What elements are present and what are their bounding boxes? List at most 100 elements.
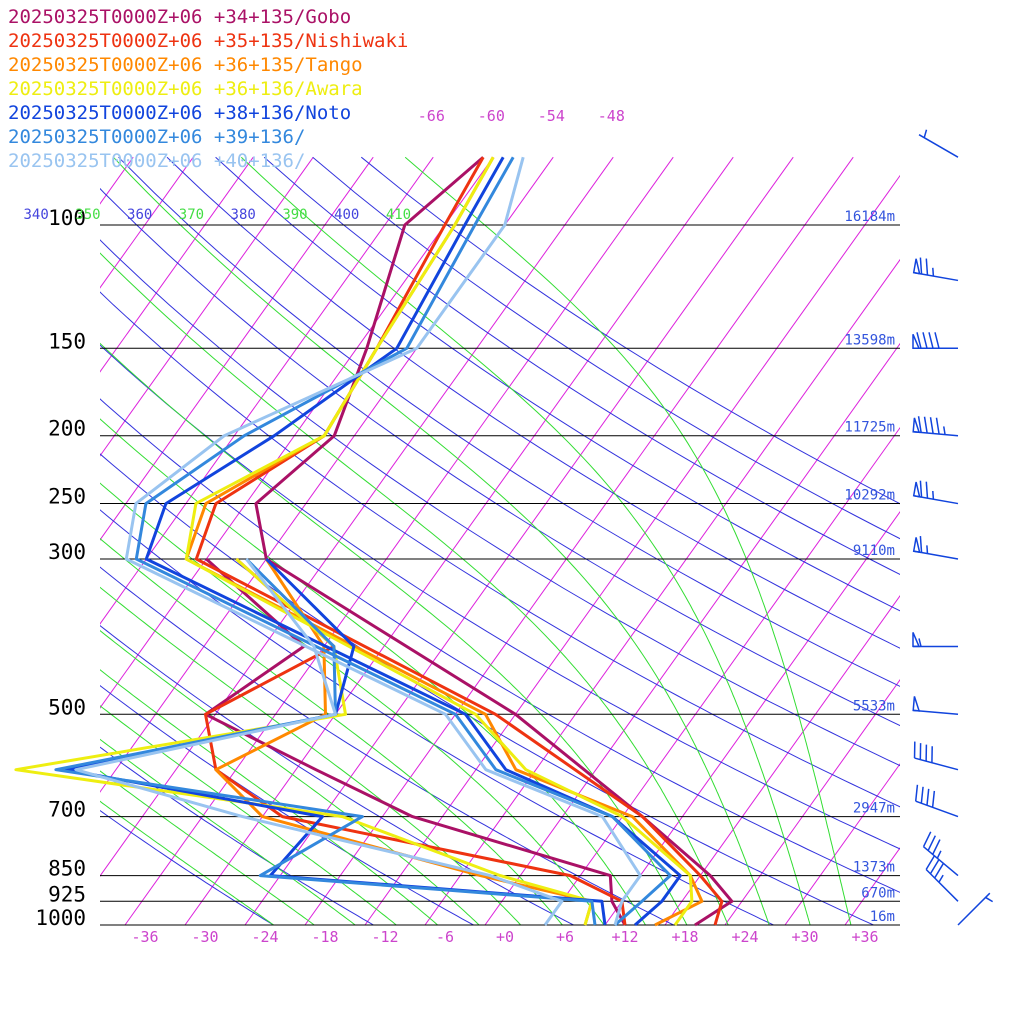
moist-adiabat-line (100, 669, 439, 925)
wind-barb (957, 892, 994, 926)
dry-adiabat-line (360, 156, 900, 505)
moist-adiabat-line (240, 156, 811, 925)
wind-barb (912, 696, 959, 716)
isotherm-line (484, 342, 900, 925)
moist-adiabat-line (113, 156, 770, 925)
temperature-tick-label: +18 (671, 928, 698, 946)
temperature-tick-label: -12 (371, 928, 398, 946)
isotherm-line (100, 156, 194, 289)
theta-label: 360 (127, 207, 152, 223)
pressure-tick-label: 1000 (35, 906, 86, 930)
dry-adiabat-line (100, 239, 900, 767)
temperature-tick-label: +12 (611, 928, 638, 946)
dry-adiabat-line (100, 684, 475, 925)
moist-adiabat-line (100, 586, 522, 925)
isobar-lines (100, 224, 900, 926)
wind-barb (913, 741, 959, 771)
isotherm-line (100, 156, 254, 373)
isotherm-line (100, 156, 494, 709)
upper-temperature-label: -48 (598, 107, 625, 125)
height-label: 10292m (844, 488, 895, 504)
dry-adiabat-line (100, 566, 675, 925)
wind-barb (912, 416, 959, 437)
upper-temperature-label: -54 (538, 107, 565, 125)
wind-barb (925, 854, 959, 902)
dry-adiabat-line (100, 624, 575, 925)
temperature-tick-label: +24 (731, 928, 758, 946)
wind-barb (912, 332, 958, 350)
theta-label: 380 (231, 207, 256, 223)
isotherm-line (784, 763, 900, 925)
isotherm-line (905, 157, 1024, 925)
height-label: 11725m (844, 420, 895, 436)
temperature-profile-line (194, 156, 724, 926)
temperature-tick-label: -24 (251, 928, 278, 946)
legend-entry: 20250325T0000Z+06 +34+135/Gobo (8, 6, 351, 28)
pressure-tick-label: 100 (48, 206, 86, 230)
theta-label: 340 (24, 207, 49, 223)
temperature-tick-label: +0 (496, 928, 514, 946)
temperature-tick-label: -18 (311, 928, 338, 946)
pressure-tick-label: 500 (48, 695, 86, 719)
pressure-tick-label: 150 (48, 329, 86, 353)
moist-adiabat-line (100, 800, 275, 925)
wind-barb (912, 257, 959, 282)
temperature-tick-label: -36 (131, 928, 158, 946)
pressure-tick-label: 200 (48, 417, 86, 441)
isotherm-line (544, 426, 900, 925)
theta-label: 350 (75, 207, 100, 223)
temperature-profile-line (144, 156, 682, 927)
upper-temperature-label: -60 (478, 107, 505, 125)
wind-barb (918, 129, 959, 158)
sounding-series (14, 156, 734, 927)
isotherm-line (965, 157, 1024, 925)
dry-adiabat-line (312, 156, 900, 540)
legend-entry: 20250325T0000Z+06 +40+136/ (8, 150, 305, 172)
legend-entry: 20250325T0000Z+06 +38+136/Noto (8, 102, 351, 124)
temperature-tick-label: +6 (556, 928, 574, 946)
legend-entry: 20250325T0000Z+06 +35+135/Nishiwaki (8, 30, 408, 52)
moist-adiabat-line (404, 156, 852, 925)
dry-adiabat-line (215, 156, 900, 612)
pressure-tick-label: 250 (48, 485, 86, 509)
pressure-tick-label: 850 (48, 857, 86, 881)
height-label: 16184m (844, 209, 895, 225)
dewpoint-profile-line (54, 557, 597, 926)
isotherm-line (604, 510, 900, 925)
temperature-tick-label: -30 (191, 928, 218, 946)
height-label: 5533m (853, 698, 895, 714)
isotherm-line (724, 679, 900, 925)
pressure-tick-label: 700 (48, 798, 86, 822)
moist-adiabat-line (100, 770, 316, 925)
isotherm-line (184, 156, 734, 925)
temperature-tick-label: -6 (436, 928, 454, 946)
isotherm-line (100, 156, 374, 541)
dry-adiabat-line (100, 746, 375, 925)
wind-barb (912, 536, 959, 560)
isotherm-line (664, 595, 900, 925)
temperature-profile-line (184, 156, 694, 926)
isotherm-line (244, 156, 794, 925)
dry-adiabat-line (263, 156, 900, 575)
wind-barb (912, 632, 958, 648)
isotherm-line (0, 157, 13, 925)
isotherm-line (424, 258, 900, 925)
theta-label: 390 (282, 207, 307, 223)
legend-entry: 20250325T0000Z+06 +36+135/Tango (8, 54, 363, 76)
height-label: 9110m (853, 543, 895, 559)
pressure-tick-label: 925 (48, 882, 86, 906)
theta-label: 400 (334, 207, 359, 223)
dry-adiabat-line (100, 809, 275, 925)
dry-adiabat-line (100, 187, 900, 727)
wind-barb (914, 784, 959, 818)
isotherm-line (100, 156, 434, 625)
height-label: 16m (870, 909, 895, 925)
dry-adiabat-line (118, 156, 900, 687)
legend-entry: 20250325T0000Z+06 +39+136/ (8, 126, 305, 148)
dry-adiabat-line (100, 453, 875, 925)
moist-adiabat-line (100, 482, 605, 925)
theta-label: 370 (179, 207, 204, 223)
legend: 20250325T0000Z+06 +34+135/Gobo20250325T0… (8, 6, 408, 172)
theta-label: 410 (386, 207, 411, 223)
